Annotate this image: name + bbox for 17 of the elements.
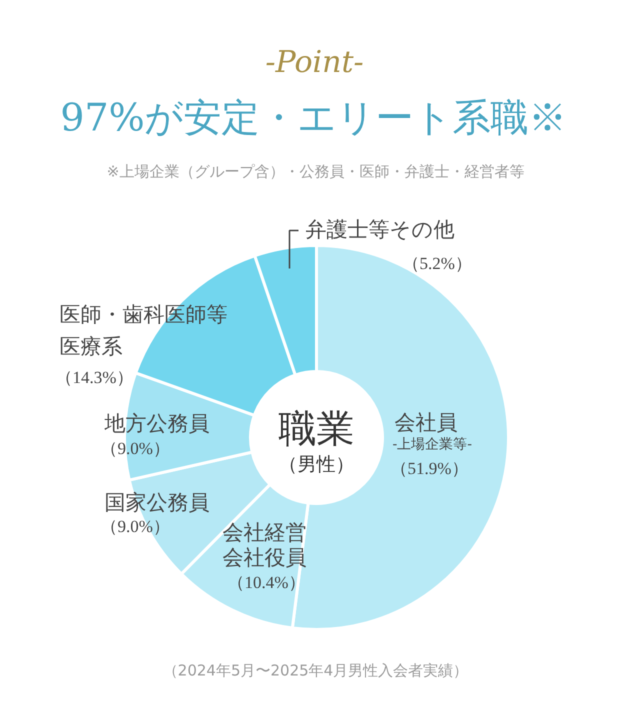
text: （2024年5月〜2025年4月男性入会者実績） [162, 662, 468, 680]
text: （男性） [278, 454, 354, 476]
data-label: （9.0%） [100, 439, 170, 458]
slice-label: 会社員-上場企業等- [392, 410, 472, 452]
data-label: （5.2%） [402, 254, 472, 273]
text: -Point- [265, 45, 364, 80]
slice-label: 弁護士等その他 [306, 218, 454, 242]
text: 職業 [278, 406, 354, 450]
data-label: （9.0%） [100, 517, 170, 536]
slice-label: 会社経営会社役員 [222, 520, 306, 570]
data-label: （51.9%） [390, 459, 468, 478]
chart-subtitle: ※上場企業（グループ含）・公務員・医師・弁護士・経営者等 [106, 162, 524, 180]
chart-title: 97%が安定・エリート系職※ [60, 96, 567, 140]
data-label: （14.3%） [56, 368, 134, 387]
slice-label: 地方公務員 [104, 412, 210, 436]
data-label: （10.4%） [228, 573, 306, 592]
slice-label: 国家公務員 [104, 490, 210, 514]
